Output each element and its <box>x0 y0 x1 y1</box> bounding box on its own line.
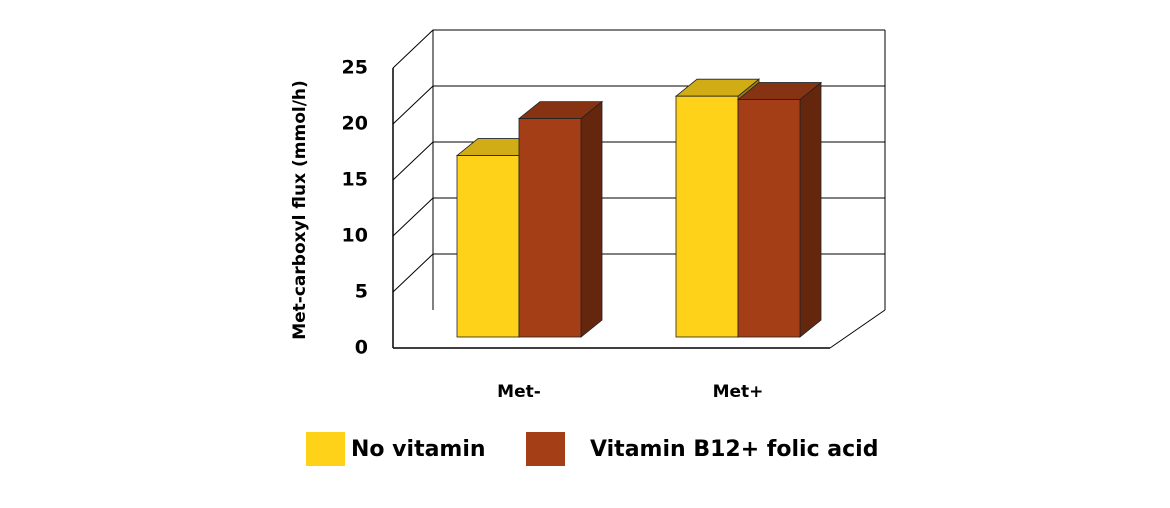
bar <box>675 95 739 338</box>
y-tick-label: 0 <box>355 337 368 359</box>
legend-label: Vitamin B12+ folic acid <box>590 437 878 462</box>
bar-side <box>799 81 822 338</box>
y-tick-label: 5 <box>355 281 368 303</box>
y-tick-label: 15 <box>342 169 368 191</box>
x-tick-label: Met- <box>497 382 541 402</box>
grid-line <box>392 29 885 69</box>
x-tick-label: Met+ <box>713 382 764 402</box>
y-tick-label: 25 <box>342 57 368 79</box>
bar-side <box>580 100 603 338</box>
bar <box>518 118 582 338</box>
y-tick-label: 10 <box>342 225 368 247</box>
legend-label: No vitamin <box>351 437 486 462</box>
legend-swatch <box>306 432 345 466</box>
bar <box>737 99 801 338</box>
bar <box>456 155 520 338</box>
legend-swatch <box>526 432 565 466</box>
y-axis-label: Met-carboxyl flux (mmol/h) <box>290 80 310 340</box>
floor-edge <box>829 309 886 349</box>
y-tick-label: 20 <box>342 113 368 135</box>
